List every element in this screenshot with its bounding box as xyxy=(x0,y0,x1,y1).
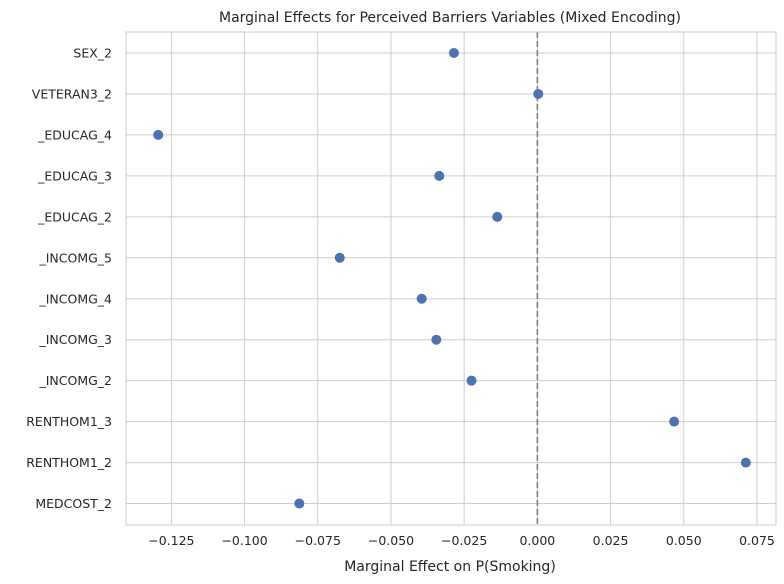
x-tick-label: −0.050 xyxy=(368,533,414,548)
y-tick-label: _INCOMG_2 xyxy=(38,373,112,388)
y-tick-label: _INCOMG_4 xyxy=(38,291,112,306)
x-tick-label: 0.000 xyxy=(519,533,555,548)
x-tick-label: 0.075 xyxy=(739,533,775,548)
y-tick-label: _EDUCAG_2 xyxy=(37,209,112,224)
x-tick-label: −0.125 xyxy=(148,533,194,548)
data-point xyxy=(669,416,680,427)
y-tick-label: RENTHOM1_2 xyxy=(26,455,112,470)
data-point xyxy=(533,88,544,99)
data-point xyxy=(492,211,503,222)
data-point xyxy=(153,129,164,140)
x-tick-label: 0.025 xyxy=(593,533,629,548)
data-points xyxy=(153,48,751,509)
y-tick-label: _EDUCAG_4 xyxy=(37,127,112,142)
data-point xyxy=(740,457,751,468)
x-tick-label: −0.100 xyxy=(221,533,267,548)
y-tick-label: MEDCOST_2 xyxy=(35,496,112,511)
x-tick-label: 0.050 xyxy=(666,533,702,548)
plot-frame xyxy=(125,31,777,526)
data-point xyxy=(466,375,477,386)
data-point xyxy=(448,48,459,58)
y-tick-label: _INCOMG_5 xyxy=(38,250,112,265)
data-point xyxy=(416,293,427,304)
x-tick-label: −0.025 xyxy=(441,533,487,548)
data-point xyxy=(431,334,442,345)
chart-title: Marginal Effects for Perceived Barriers … xyxy=(219,10,681,26)
data-point xyxy=(334,252,345,263)
x-tick-labels: −0.125 −0.100 −0.075 −0.050 −0.025 0.000 0.025… xyxy=(148,533,775,548)
x-tick-label: −0.075 xyxy=(295,533,341,548)
x-axis-label: Marginal Effect on P(Smoking) xyxy=(344,559,556,575)
y-tick-labels: SEX_2 VETERAN3_2 _EDUCAG_4 _EDUCAG_3 _EDUCAG… xyxy=(26,46,112,512)
data-point xyxy=(294,498,305,509)
y-tick-label: RENTHOM1_3 xyxy=(26,414,112,429)
grid xyxy=(126,32,776,525)
y-tick-label: VETERAN3_2 xyxy=(32,86,112,101)
y-tick-label: _EDUCAG_3 xyxy=(37,168,112,183)
y-tick-label: SEX_2 xyxy=(73,46,112,61)
data-point xyxy=(434,170,445,181)
y-tick-label: _INCOMG_3 xyxy=(38,332,112,347)
